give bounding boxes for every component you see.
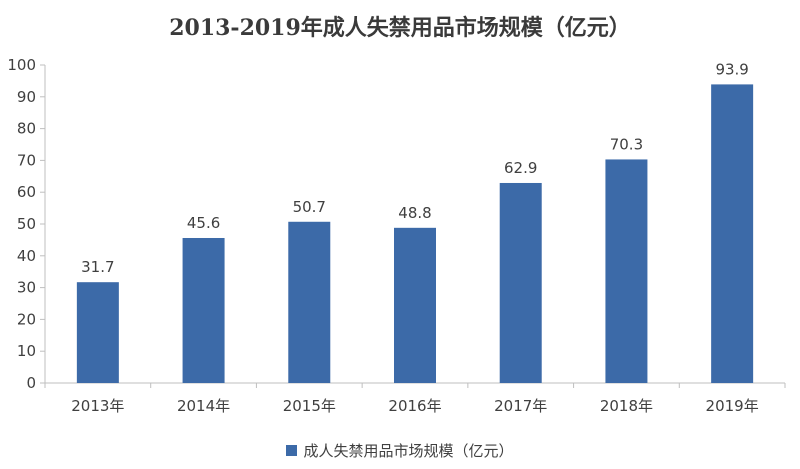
y-tick-label: 80 [17, 120, 36, 138]
y-tick-label: 100 [7, 56, 36, 74]
x-tick-label: 2013年 [71, 397, 124, 415]
legend-label: 成人失禁用品市场规模（亿元） [303, 442, 514, 460]
bar [499, 182, 542, 383]
x-tick-label: 2017年 [494, 397, 547, 415]
x-tick-label: 2014年 [177, 397, 230, 415]
data-label: 62.9 [504, 159, 537, 177]
y-tick-label: 20 [17, 310, 36, 328]
x-tick-label: 2018年 [600, 397, 653, 415]
bar [182, 237, 225, 383]
x-tick-label: 2019年 [706, 397, 759, 415]
y-tick-label: 10 [17, 342, 36, 360]
data-label: 31.7 [81, 258, 114, 276]
y-tick-label: 30 [17, 279, 36, 297]
bar [288, 221, 331, 383]
data-label: 50.7 [293, 198, 326, 216]
y-tick-label: 70 [17, 151, 36, 169]
y-tick-label: 60 [17, 183, 36, 201]
bar [711, 84, 754, 383]
x-tick-label: 2015年 [283, 397, 336, 415]
legend-swatch [286, 445, 298, 456]
y-tick-label: 90 [17, 88, 36, 106]
data-label: 70.3 [610, 135, 643, 153]
legend: 成人失禁用品市场规模（亿元） [0, 440, 800, 461]
bar [605, 159, 648, 383]
y-tick-label: 0 [26, 374, 36, 392]
y-tick-label: 40 [17, 247, 36, 265]
data-label: 45.6 [187, 214, 220, 232]
data-label: 93.9 [715, 60, 748, 78]
y-tick-label: 50 [17, 215, 36, 233]
bar [394, 227, 436, 383]
bar [76, 282, 119, 383]
chart-title: 2013-2019年成人失禁用品市场规模（亿元） [169, 15, 631, 41]
data-label: 48.8 [398, 204, 431, 222]
x-tick-label: 2016年 [388, 397, 441, 415]
